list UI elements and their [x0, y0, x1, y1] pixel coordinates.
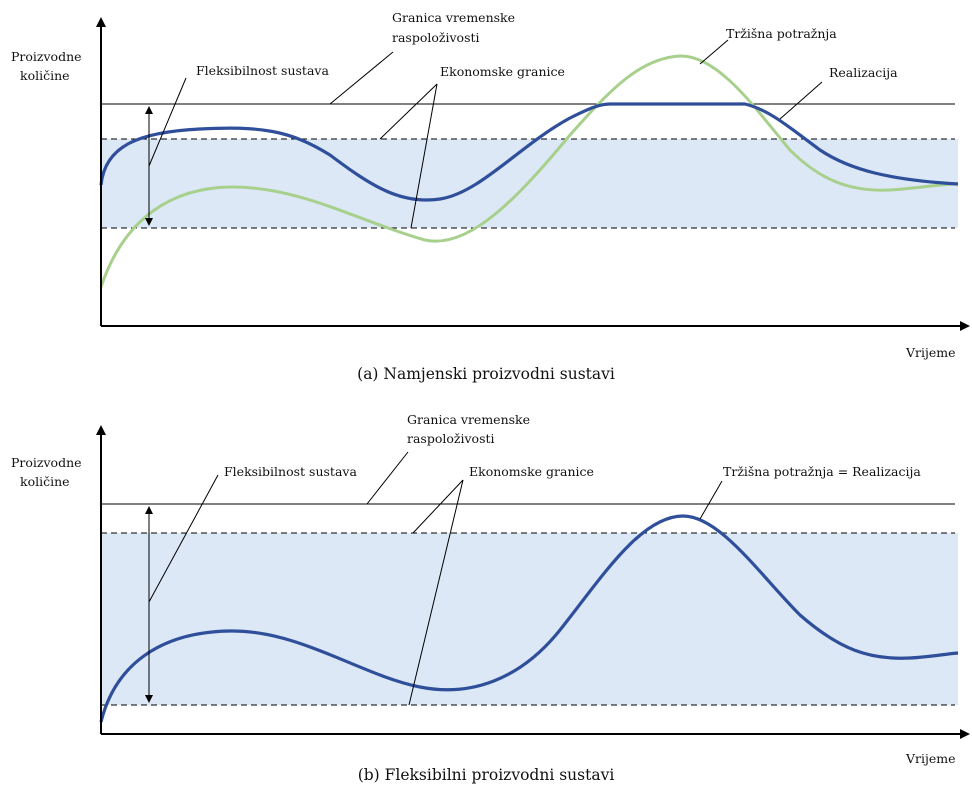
pointer-flexibility: [148, 474, 219, 603]
x-axis-label: Vrijeme: [905, 345, 956, 360]
demand-realization-label: Tržišna potražnja = Realizacija: [723, 464, 921, 479]
pointer-economic-lower: [410, 83, 438, 229]
pointer-market-demand: [699, 39, 729, 65]
demand-realization-curve: [99, 514, 959, 723]
realization-curve: [99, 102, 959, 202]
flexibility-label: Fleksibilnost sustava: [196, 63, 329, 78]
time-limit-label-line1: Granica vremenske: [392, 10, 515, 25]
pointer-economic-upper: [379, 83, 438, 140]
pointer-economic-upper: [412, 479, 464, 534]
economic-band: [101, 533, 958, 705]
economic-limits-label: Ekonomske granice: [440, 64, 565, 79]
economic-band: [101, 139, 958, 228]
pointer-time-limit: [366, 451, 409, 505]
y-axis-label-line2: količine: [20, 68, 70, 83]
pointer-realization: [779, 81, 823, 120]
y-axis-label-line2: količine: [20, 474, 70, 489]
panel-a-caption: (a) Namjenski proizvodni sustavi: [357, 365, 615, 383]
economic-limits-label: Ekonomske granice: [469, 464, 594, 479]
pointer-time-limit: [329, 51, 394, 105]
realization-label: Realizacija: [829, 65, 898, 80]
pointer-demand-realization: [699, 480, 723, 520]
flexibility-label: Fleksibilnost sustava: [224, 464, 357, 479]
y-axis-label-line1: Proizvodne: [11, 49, 82, 64]
time-limit-label-line2: raspoloživosti: [407, 431, 495, 446]
panel-b-caption: (b) Fleksibilni proizvodni sustavi: [358, 766, 615, 784]
time-limit-label-line2: raspoloživosti: [392, 30, 480, 45]
pointer-flexibility: [148, 77, 187, 167]
panel-b: Proizvodne količine Vrijeme Granica vrem…: [11, 412, 970, 784]
market-demand-label: Tržišna potražnja: [726, 26, 837, 41]
time-limit-label-line1: Granica vremenske: [407, 412, 530, 427]
y-axis-label-line1: Proizvodne: [11, 455, 82, 470]
x-axis-label: Vrijeme: [905, 751, 956, 766]
pointer-economic-lower: [408, 479, 464, 706]
market-demand-curve: [99, 54, 959, 288]
panel-a: Proizvodne količine Vrijeme Granica vrem…: [11, 10, 970, 383]
